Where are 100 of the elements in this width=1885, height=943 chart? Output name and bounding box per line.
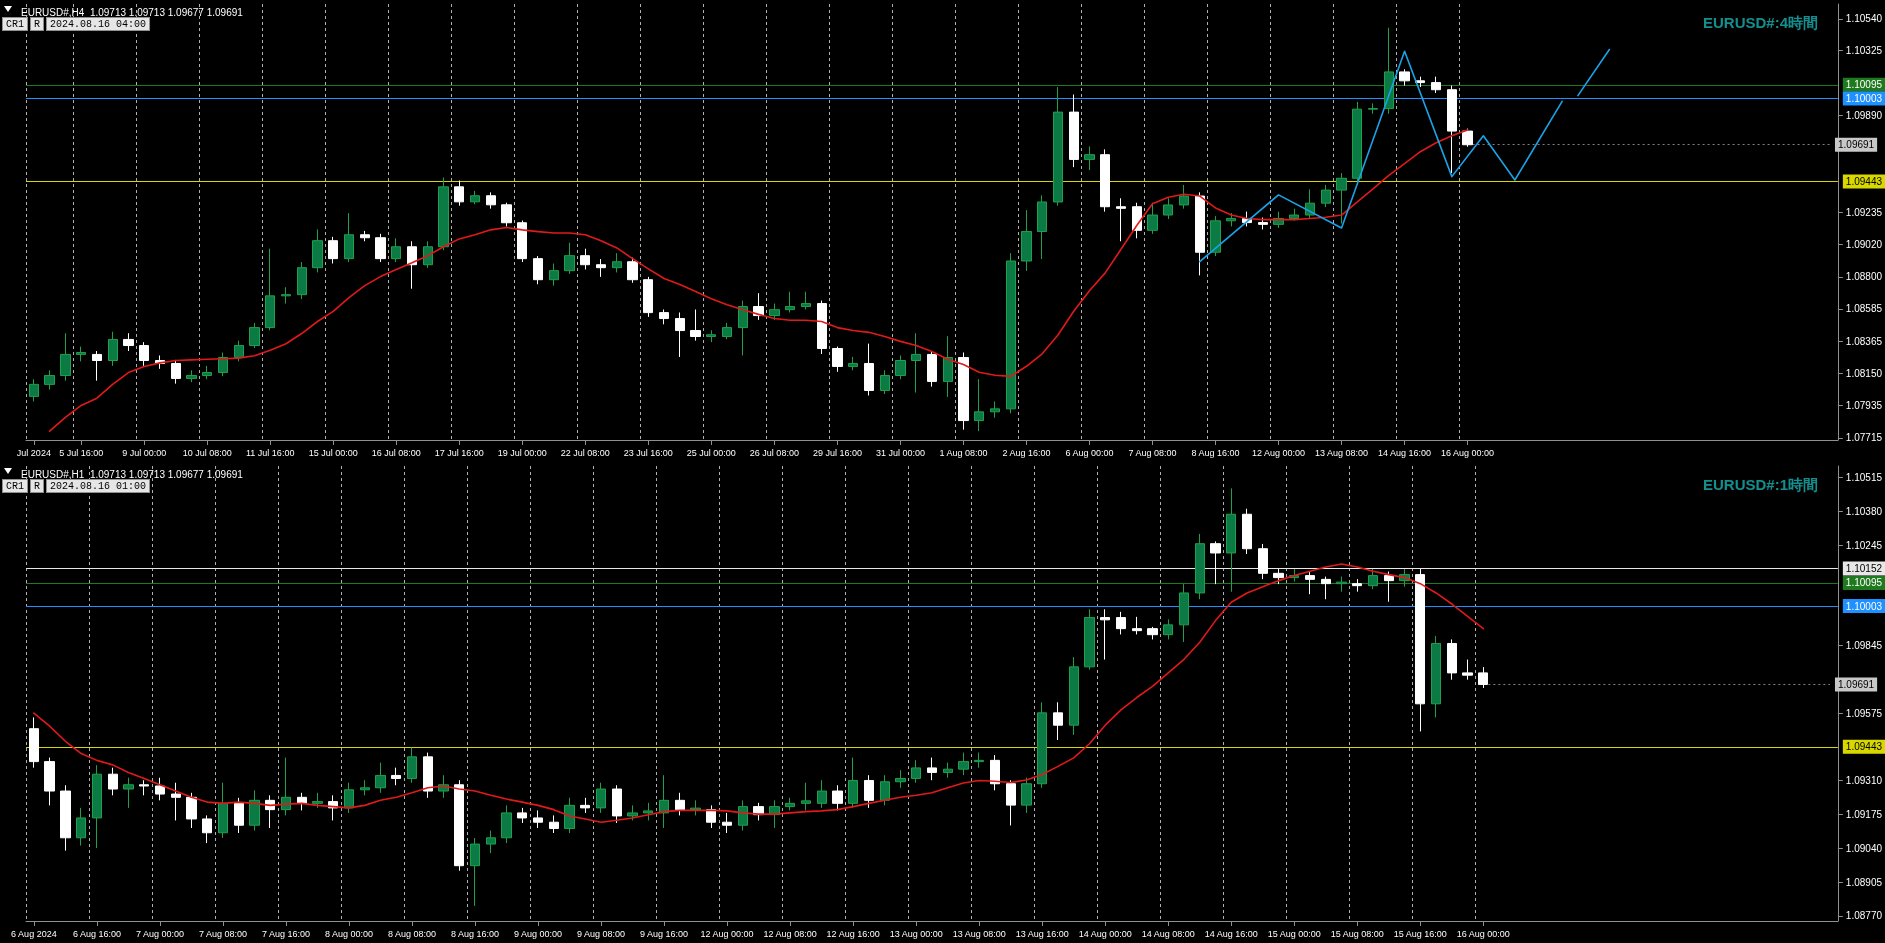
x-tick-label: 14 Aug 16:00 (1378, 447, 1432, 458)
candlestick (1336, 576, 1347, 593)
candlestick (533, 255, 543, 285)
candlestick (596, 258, 606, 278)
x-tick-label: 29 Jul 16:00 (812, 447, 862, 458)
x-tick-label: 10 Jul 08:00 (182, 447, 232, 458)
candlestick (76, 346, 86, 362)
candlestick (1116, 611, 1126, 635)
candlestick (1258, 217, 1268, 230)
candlestick (29, 378, 39, 402)
candlestick (486, 830, 496, 854)
candlestick (958, 752, 969, 776)
text: CR1 (6, 480, 25, 492)
chart-title: EURUSD#,H1 1.09713 1.09713 1.09677 1.09691 (21, 468, 244, 480)
x-tick-label: 13 Aug 08:00 (1315, 447, 1369, 458)
candlestick (60, 332, 71, 382)
candlestick (1321, 576, 1331, 600)
candlestick (1195, 191, 1205, 276)
candlestick (454, 179, 464, 207)
candlestick (895, 354, 906, 380)
candlestick (612, 784, 622, 824)
x-tick-label: 6 Aug 2024 (11, 928, 57, 939)
ref-line-label: 1.10095 (1845, 79, 1883, 91)
candlestick (312, 228, 323, 273)
candlestick (706, 329, 716, 343)
x-tick-label: 7 Aug 00:00 (135, 928, 184, 939)
candlestick (1069, 93, 1079, 168)
candlestick (92, 764, 102, 849)
line-series (48, 129, 1469, 432)
candlestick (549, 263, 559, 287)
candlestick (391, 767, 401, 786)
candlestick (864, 343, 874, 397)
candlestick (423, 240, 433, 269)
candlestick (249, 789, 260, 831)
candlestick (186, 792, 197, 829)
ref-line-label: 1.10003 (1845, 92, 1883, 104)
candlestick (927, 757, 937, 781)
x-tick-label: 12 Aug 16:00 (826, 928, 880, 939)
candlestick (659, 309, 669, 325)
x-tick-label: 6 Aug 16:00 (72, 928, 121, 939)
candlestick (1352, 101, 1362, 183)
y-tick-label: 1.09020 (1845, 238, 1883, 250)
x-tick-label: 8 Aug 00:00 (324, 928, 374, 939)
candlestick (533, 809, 543, 829)
x-tick-label: 16 Aug 00:00 (1441, 447, 1495, 458)
line-series (1198, 50, 1563, 263)
candlestick (360, 230, 370, 242)
candlestick (1006, 779, 1016, 826)
candlestick (627, 804, 638, 821)
candlestick (1163, 197, 1173, 220)
candlestick (974, 752, 984, 769)
y-tick-label: 1.08365 (1845, 335, 1883, 347)
candlestick (769, 303, 780, 321)
candlestick (1147, 626, 1158, 640)
y-tick-label: 1.10515 (1845, 471, 1883, 483)
candlestick (438, 177, 449, 251)
candlestick (297, 261, 307, 300)
y-tick-label: 1.08585 (1845, 303, 1883, 315)
y-tick-label: 1.09175 (1845, 808, 1883, 820)
candlestick (375, 762, 386, 794)
candlestick (848, 356, 858, 371)
candlestick (785, 291, 795, 313)
x-tick-label: 9 Aug 08:00 (577, 928, 626, 939)
candlestick (375, 233, 386, 263)
candlestick (60, 784, 71, 852)
x-tick-label: 2 Aug 16:00 (1002, 447, 1051, 458)
candlestick (155, 777, 165, 801)
candlestick (927, 350, 937, 388)
candlestick (943, 762, 953, 779)
candlestick (864, 774, 874, 809)
y-tick-label: 1.08800 (1845, 271, 1883, 283)
candlestick (1100, 148, 1110, 213)
candlestick (108, 767, 118, 796)
x-tick-label: 5 Jul 16:00 (59, 447, 104, 458)
candlestick (1368, 102, 1378, 115)
candlestick (564, 242, 575, 275)
candlestick (328, 236, 338, 265)
x-tick-label: 15 Aug 00:00 (1267, 928, 1321, 939)
candlestick (234, 340, 244, 362)
candlestick (391, 237, 401, 263)
x-tick-label: 15 Aug 16:00 (1393, 928, 1447, 939)
candlestick (1100, 608, 1110, 661)
candlestick (1069, 656, 1079, 736)
candlestick (202, 814, 212, 844)
annotation: 2024.08.16 01:00 (50, 480, 147, 492)
x-tick-label: 9 Aug 00:00 (514, 928, 563, 939)
candlestick (501, 804, 512, 844)
candlestick (880, 369, 890, 395)
candlestick (1053, 701, 1063, 741)
candlestick (1447, 85, 1457, 174)
y-tick-label: 1.10380 (1845, 505, 1883, 517)
annotation: 1.09691 (1837, 678, 1875, 690)
candlestick (1415, 76, 1425, 88)
annotation: 1.09691 (1837, 139, 1875, 151)
x-tick-label: 13 Aug 00:00 (889, 928, 943, 939)
candlestick (1352, 578, 1362, 593)
candlestick (92, 350, 102, 382)
candlestick (643, 802, 653, 821)
x-tick-label: 22 Jul 08:00 (560, 447, 610, 458)
candlestick (675, 792, 685, 816)
